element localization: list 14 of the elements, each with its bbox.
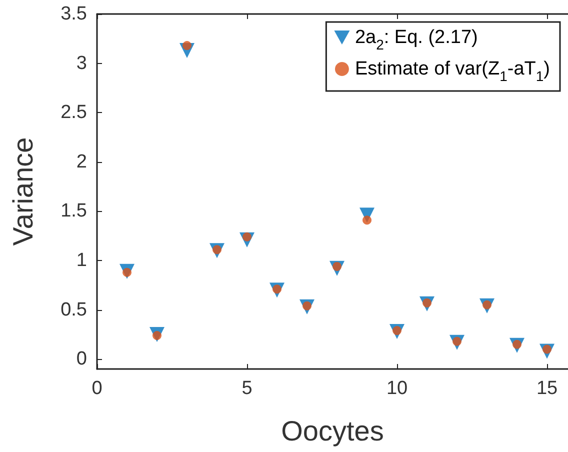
x-tick-label: 5: [242, 378, 252, 399]
y-tick-label: 3: [76, 52, 87, 74]
x-tick-label: 15: [536, 378, 558, 399]
x-tick-label: 0: [92, 378, 102, 399]
y-axis-title: Variance: [8, 137, 38, 246]
y-tick-label: 3.5: [60, 4, 87, 24]
x-tick-label: 10: [386, 378, 408, 399]
y-tick-label: 0: [76, 348, 87, 370]
y-tick-label: 1.5: [60, 200, 87, 222]
y-tick-label: 2.5: [60, 102, 87, 124]
y-tick-label: 2: [76, 151, 87, 172]
x-axis-title: Oocytes: [281, 416, 384, 446]
y-tick-label: 1: [76, 250, 87, 272]
y-tick-label: 0.5: [60, 299, 87, 320]
